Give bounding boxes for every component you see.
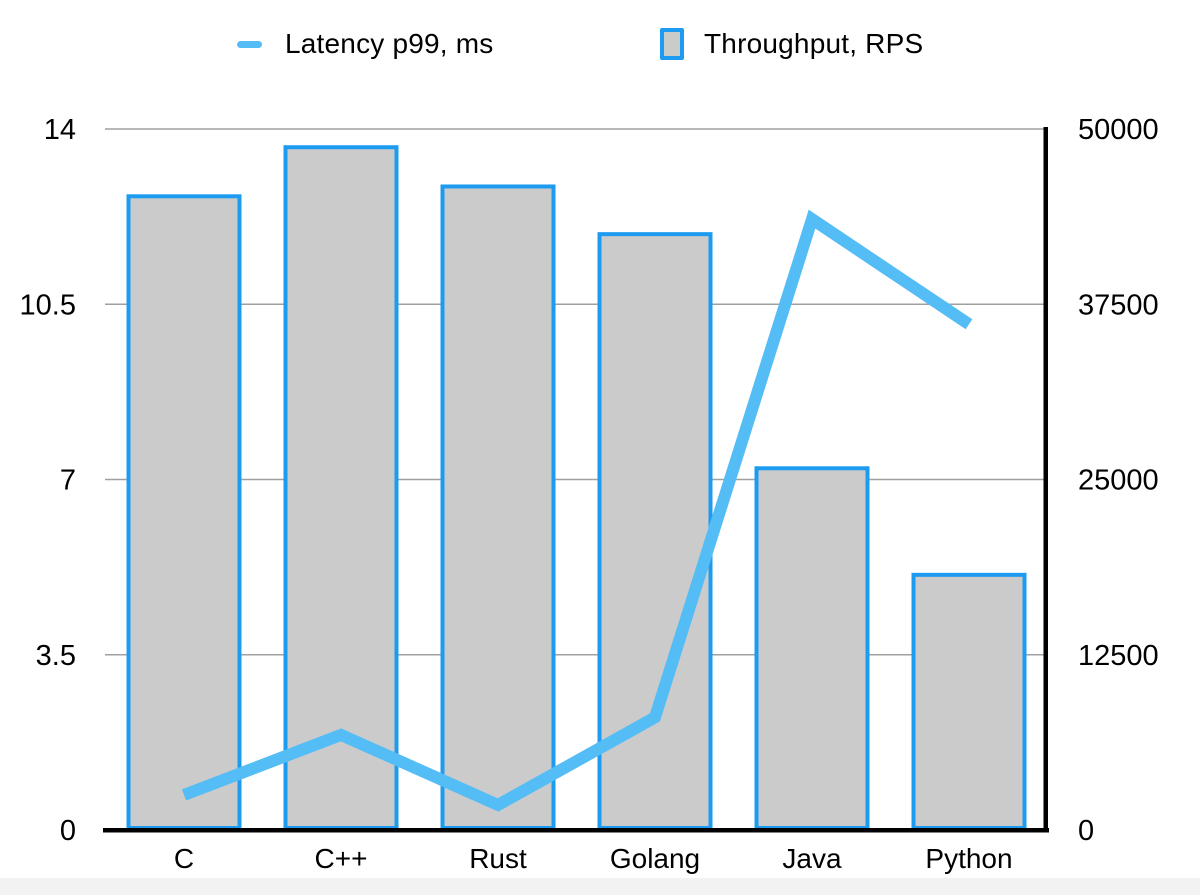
latency-line: [181, 209, 973, 812]
x-axis-label-Golang: Golang: [610, 843, 700, 874]
legend-item-latency: Latency p99, ms: [237, 26, 493, 62]
throughput-bar-Rust: [440, 184, 556, 830]
latency-line-swatch-icon: [237, 40, 262, 48]
left-axis-tick-label: 7: [60, 465, 76, 497]
legend-item-throughput: Throughput, RPS: [660, 26, 923, 62]
throughput-bar-swatch-icon: [660, 28, 684, 60]
right-axis-line: [1043, 127, 1048, 833]
chart-legend: Latency p99, ms Throughput, RPS: [0, 26, 1200, 62]
throughput-bar-Golang: [597, 232, 713, 830]
x-axis-label-Python: Python: [925, 843, 1012, 874]
left-axis-tick-label: 3.5: [36, 640, 76, 672]
right-axis-tick-label: 25000: [1078, 465, 1159, 497]
left-axis-tick-label: 14: [44, 114, 76, 146]
left-axis-tick-label: 0: [60, 815, 76, 847]
x-axis-label-Java: Java: [782, 843, 842, 874]
x-axis-label-C++: C++: [315, 843, 368, 874]
legend-label-latency: Latency p99, ms: [285, 28, 494, 59]
right-axis-tick-label: 0: [1078, 815, 1094, 847]
right-axis-tick-label: 12500: [1078, 640, 1159, 672]
x-axis-line: [103, 828, 1049, 833]
footer-strip: [0, 878, 1200, 895]
left-axis-tick-label: 10.5: [20, 289, 76, 321]
throughput-bar-Python: [911, 572, 1027, 830]
x-axis-label-C: C: [174, 843, 194, 874]
legend-label-throughput: Throughput, RPS: [704, 28, 924, 59]
right-axis-tick-label: 50000: [1078, 114, 1159, 146]
right-axis-tick-label: 37500: [1078, 289, 1159, 321]
throughput-bar-C++: [283, 145, 399, 830]
x-axis-label-Rust: Rust: [469, 843, 527, 874]
throughput-bar-C: [126, 194, 242, 830]
throughput-bar-Java: [754, 466, 870, 830]
